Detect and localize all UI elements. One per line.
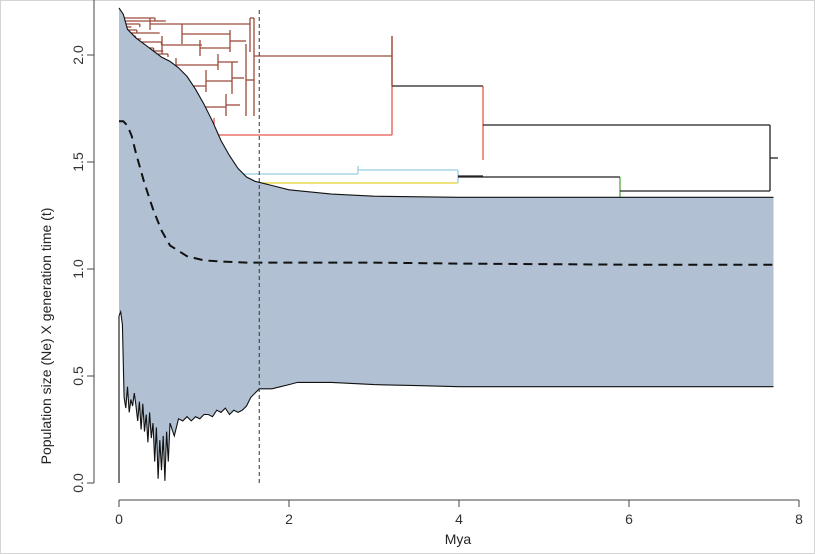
x-tick-label: 6: [625, 511, 633, 527]
y-tick-label: 0.5: [70, 366, 86, 386]
y-tick-label: 1.0: [70, 259, 86, 279]
lower-hpd-line: [118, 309, 774, 483]
x-tick-label: 4: [455, 511, 463, 527]
hpd-band: [119, 7, 774, 481]
y-tick-label: 2.0: [70, 45, 86, 65]
x-tick-label: 2: [285, 511, 293, 527]
median-line: [119, 120, 774, 266]
y-tick-label: 1.5: [70, 152, 86, 172]
upper-hpd-line: [118, 7, 774, 198]
y-axis-label: Population size (Ne) X generation time (…: [38, 208, 54, 465]
x-tick-label: 8: [795, 511, 803, 527]
x-axis-label: Mya: [445, 531, 472, 547]
x-tick-label: 0: [115, 511, 123, 527]
y-tick-label: 0.0: [70, 473, 86, 493]
